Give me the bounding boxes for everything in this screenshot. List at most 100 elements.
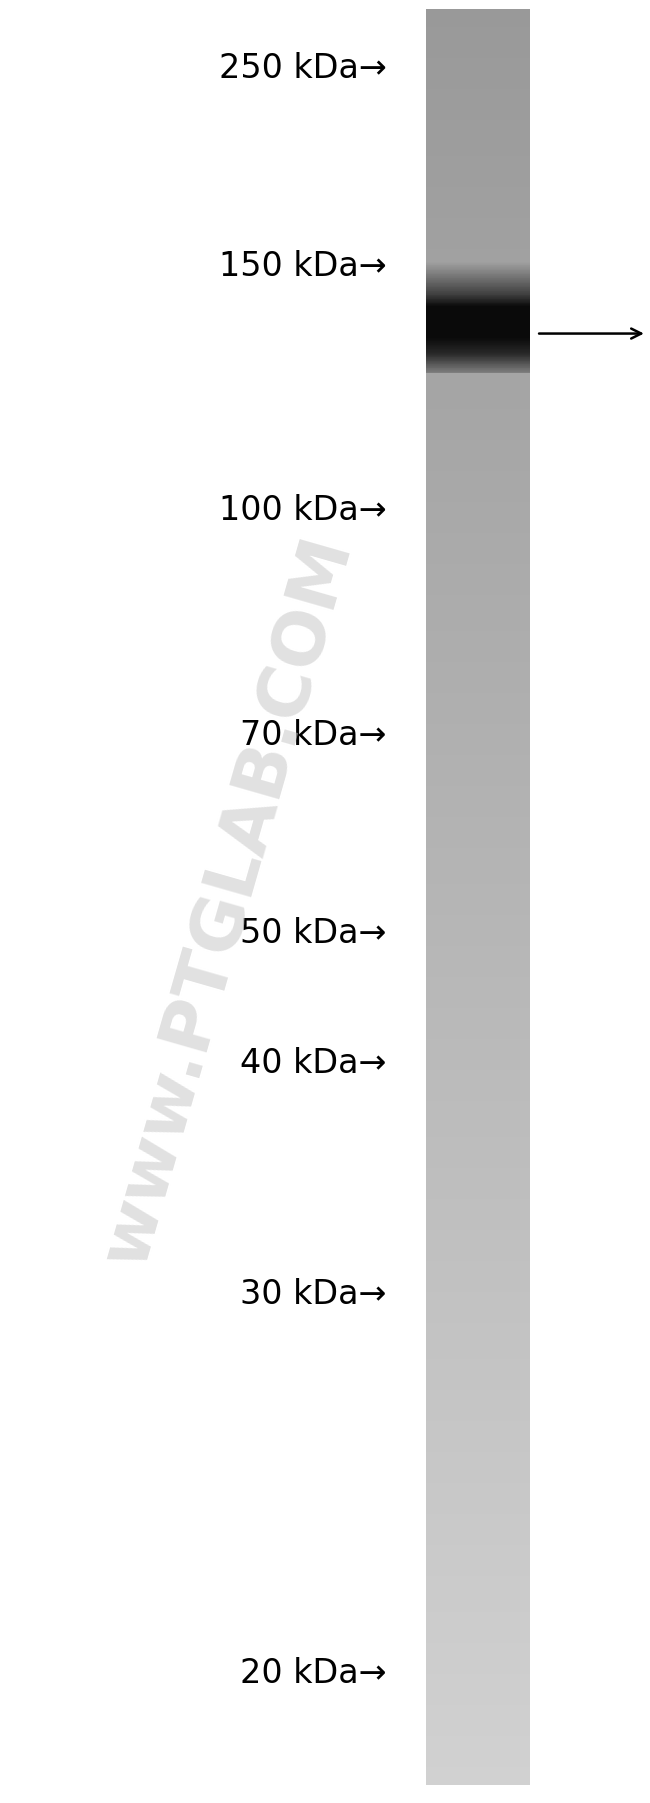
Text: 100 kDa→: 100 kDa→ [219, 494, 387, 526]
Polygon shape [426, 200, 530, 204]
Polygon shape [426, 1727, 530, 1731]
Polygon shape [426, 476, 530, 480]
Polygon shape [426, 1484, 530, 1487]
Polygon shape [426, 573, 530, 577]
Polygon shape [426, 1749, 530, 1754]
Polygon shape [426, 1266, 530, 1269]
Polygon shape [426, 413, 530, 418]
Polygon shape [426, 1648, 530, 1652]
Polygon shape [426, 546, 530, 550]
Polygon shape [426, 1657, 530, 1661]
Polygon shape [426, 555, 530, 559]
Polygon shape [426, 58, 530, 63]
Polygon shape [426, 164, 530, 169]
Polygon shape [426, 938, 530, 941]
Polygon shape [426, 608, 530, 613]
Polygon shape [426, 133, 530, 137]
Polygon shape [426, 674, 530, 680]
Polygon shape [426, 1603, 530, 1608]
Polygon shape [426, 981, 530, 986]
Polygon shape [426, 155, 530, 160]
Polygon shape [426, 1150, 530, 1154]
Polygon shape [426, 510, 530, 516]
Polygon shape [426, 1426, 530, 1430]
Polygon shape [426, 1120, 530, 1123]
Polygon shape [426, 956, 530, 959]
Polygon shape [426, 1536, 530, 1542]
Polygon shape [426, 435, 530, 440]
Polygon shape [426, 386, 530, 391]
Polygon shape [426, 112, 530, 115]
Polygon shape [426, 683, 530, 689]
Polygon shape [426, 665, 530, 671]
Polygon shape [426, 1442, 530, 1448]
Polygon shape [426, 489, 530, 492]
Polygon shape [426, 746, 530, 750]
Polygon shape [426, 391, 530, 395]
Polygon shape [426, 270, 530, 276]
Polygon shape [426, 294, 530, 297]
Polygon shape [426, 932, 530, 938]
Polygon shape [426, 1181, 530, 1186]
Polygon shape [426, 613, 530, 617]
Polygon shape [426, 1585, 530, 1590]
Polygon shape [426, 1212, 530, 1217]
Polygon shape [426, 1567, 530, 1572]
Polygon shape [426, 440, 530, 444]
Polygon shape [426, 409, 530, 413]
Polygon shape [426, 1372, 530, 1376]
Polygon shape [426, 1221, 530, 1226]
Polygon shape [426, 1017, 530, 1020]
Polygon shape [426, 319, 530, 325]
Polygon shape [426, 1745, 530, 1749]
Polygon shape [426, 1248, 530, 1251]
Polygon shape [426, 586, 530, 591]
Polygon shape [426, 813, 530, 817]
Polygon shape [426, 1235, 530, 1239]
Polygon shape [426, 698, 530, 701]
Polygon shape [426, 662, 530, 665]
Polygon shape [426, 737, 530, 741]
Polygon shape [426, 258, 530, 261]
Polygon shape [426, 279, 530, 285]
Polygon shape [426, 245, 530, 249]
Polygon shape [426, 999, 530, 1004]
Polygon shape [426, 889, 530, 892]
Polygon shape [426, 471, 530, 476]
Polygon shape [426, 507, 530, 510]
Polygon shape [426, 1257, 530, 1260]
Polygon shape [426, 368, 530, 373]
Polygon shape [426, 847, 530, 853]
Polygon shape [426, 467, 530, 471]
Polygon shape [426, 1318, 530, 1323]
Polygon shape [426, 1554, 530, 1558]
Polygon shape [426, 1111, 530, 1114]
Polygon shape [426, 1244, 530, 1248]
Polygon shape [426, 103, 530, 106]
Polygon shape [426, 426, 530, 431]
Polygon shape [426, 1177, 530, 1181]
Polygon shape [426, 480, 530, 483]
Polygon shape [426, 303, 530, 307]
Polygon shape [426, 773, 530, 777]
Text: 20 kDa→: 20 kDa→ [240, 1657, 387, 1689]
Polygon shape [426, 653, 530, 658]
Polygon shape [426, 1004, 530, 1008]
Polygon shape [426, 804, 530, 808]
Polygon shape [426, 1136, 530, 1141]
Polygon shape [426, 151, 530, 155]
Polygon shape [426, 1448, 530, 1451]
Polygon shape [426, 795, 530, 799]
Polygon shape [426, 236, 530, 240]
Polygon shape [426, 169, 530, 173]
Polygon shape [426, 963, 530, 968]
Text: 150 kDa→: 150 kDa→ [219, 251, 387, 283]
Polygon shape [426, 1172, 530, 1177]
Polygon shape [426, 1630, 530, 1634]
Polygon shape [426, 990, 530, 995]
Polygon shape [426, 453, 530, 458]
Polygon shape [426, 896, 530, 902]
Polygon shape [426, 173, 530, 178]
Polygon shape [426, 310, 530, 316]
Polygon shape [426, 1515, 530, 1518]
